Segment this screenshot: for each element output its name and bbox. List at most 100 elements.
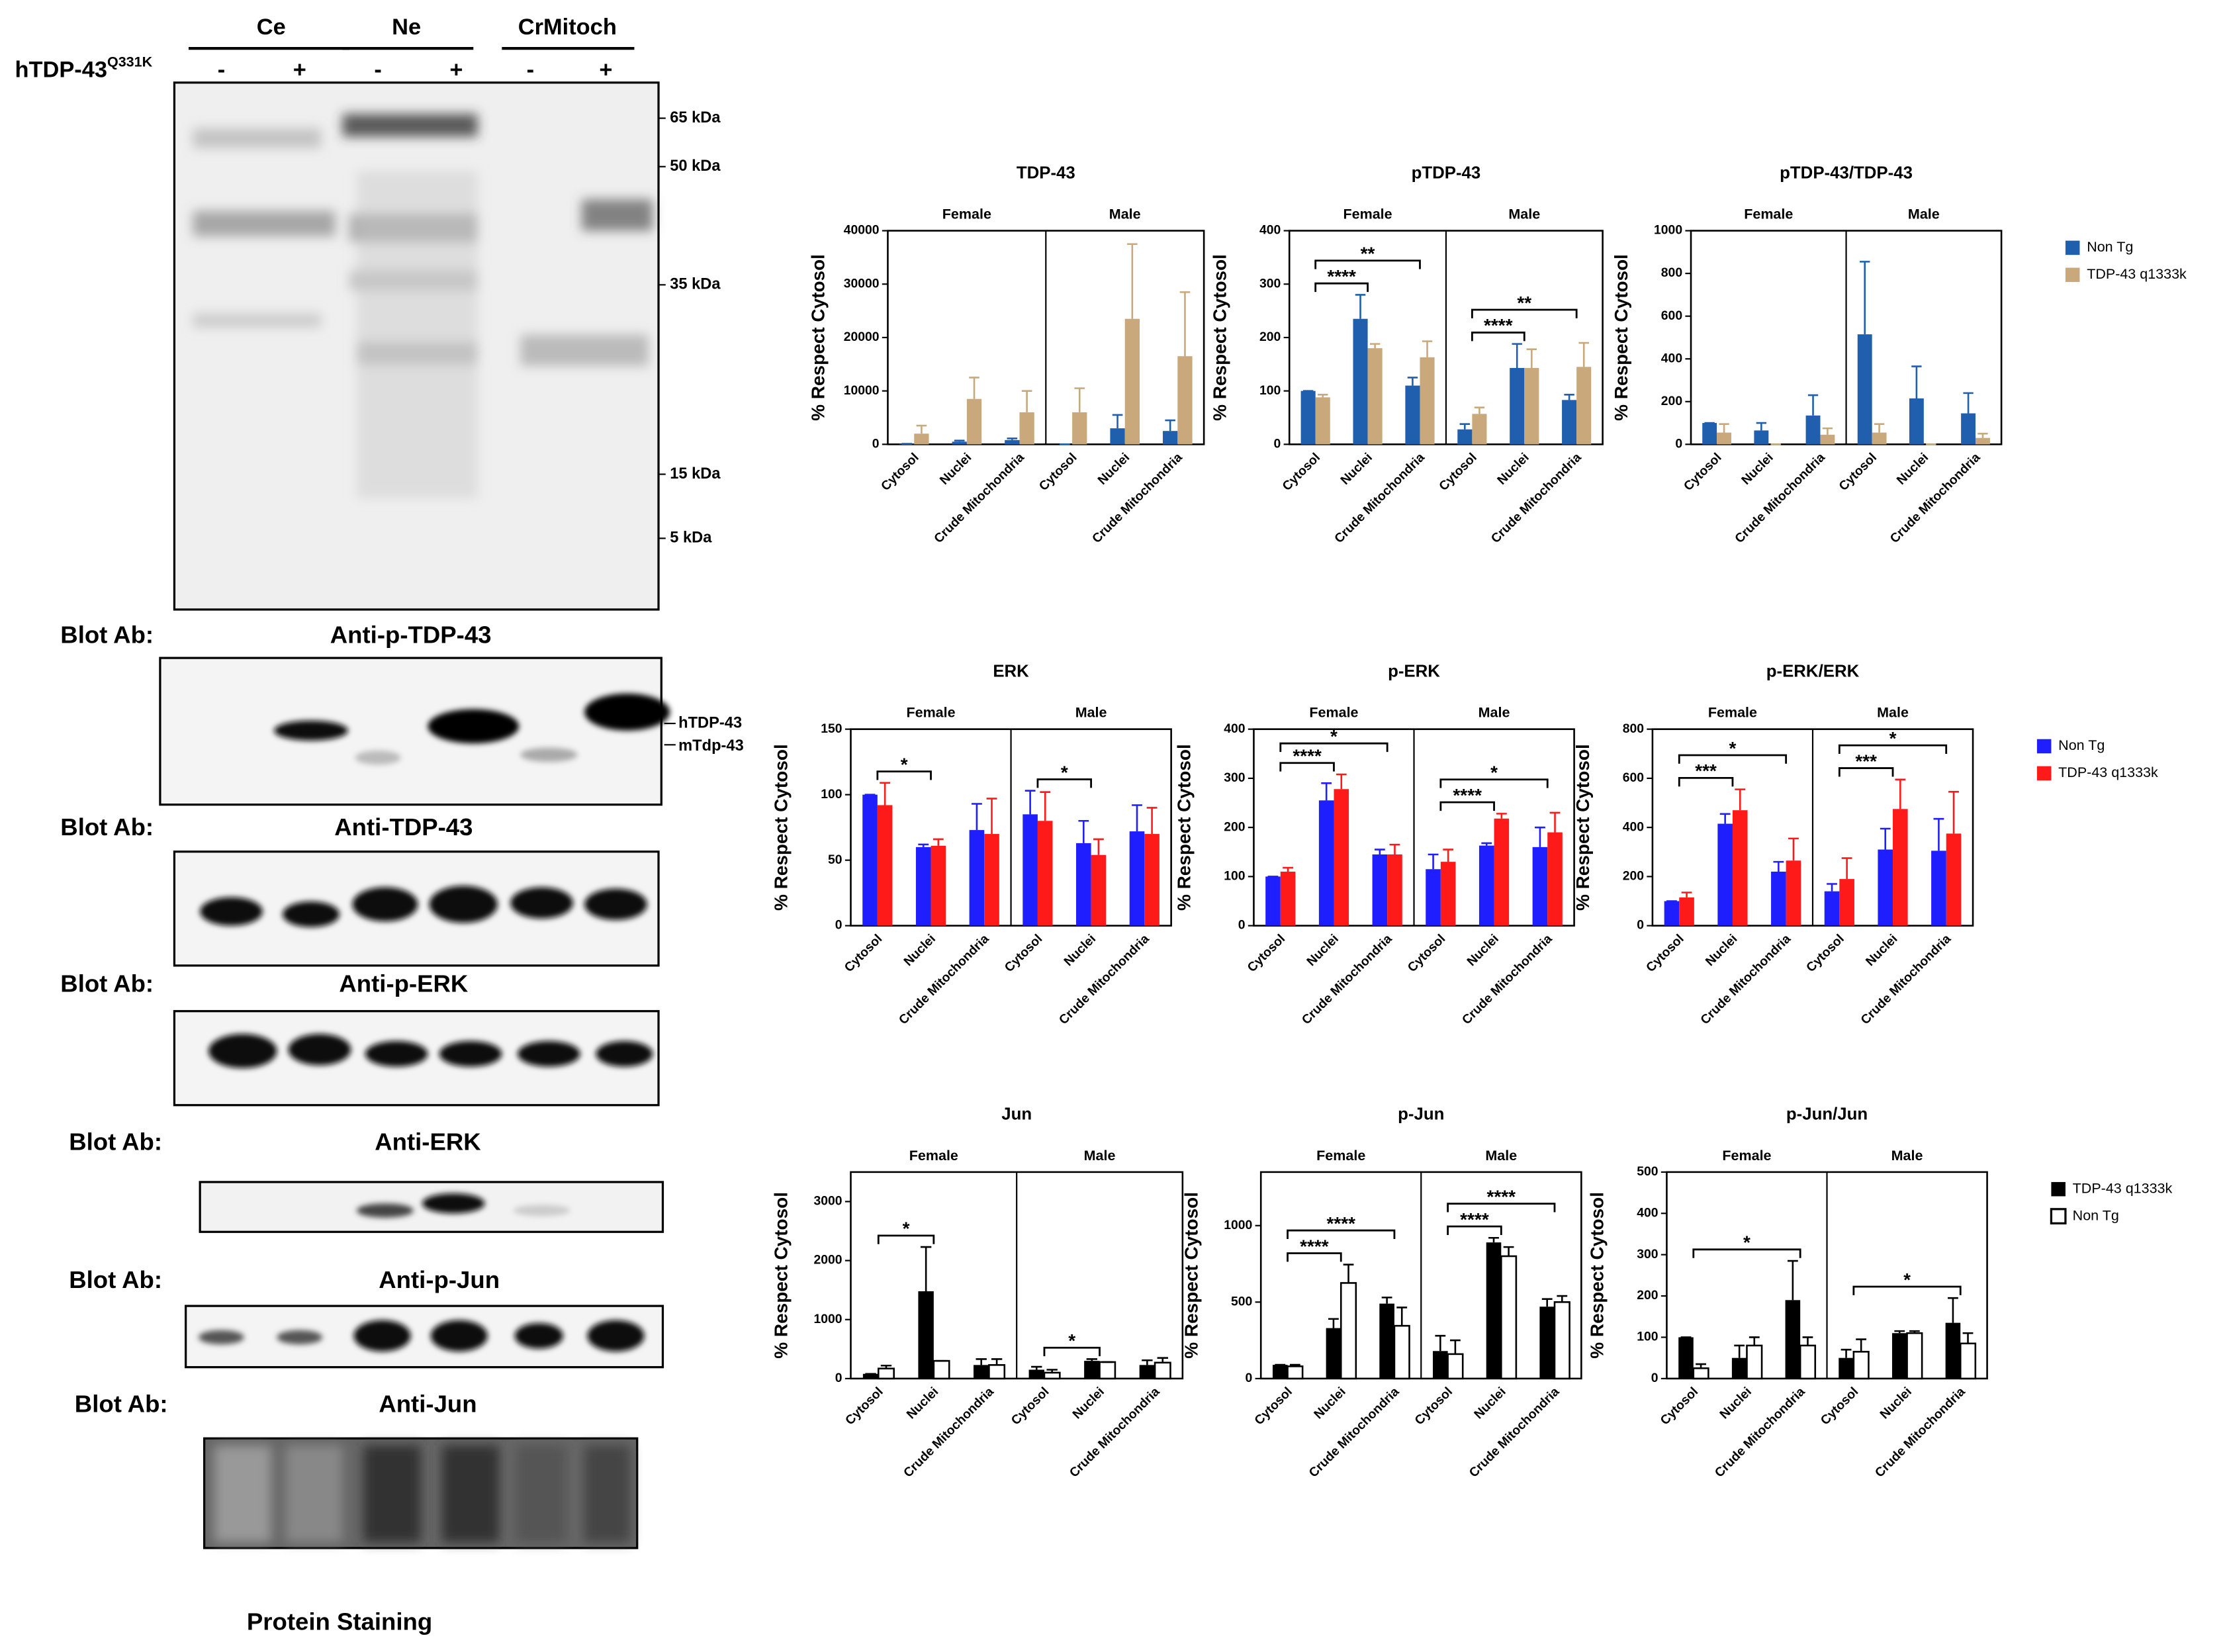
x-tick-label: Cytosol [1002, 931, 1046, 975]
bar [915, 847, 931, 926]
error-bar [1179, 291, 1191, 357]
x-tick-label: Nuclei [1703, 931, 1741, 969]
y-tick-label: 40000 [844, 223, 880, 238]
bar [1091, 854, 1107, 926]
error-bar [1895, 778, 1906, 809]
chart: Jun Female Male 0 1000 2000 3000 % Respect Cyto… [771, 1105, 1184, 1481]
y-tick-label: 800 [1623, 721, 1644, 736]
chart-title: p-Jun/Jun [1786, 1105, 1868, 1124]
y-tick-label: 10000 [844, 383, 880, 398]
marker-label: 15 kDa [670, 465, 721, 482]
bar [984, 834, 999, 926]
bar [1931, 850, 1946, 926]
x-tick-label: Nuclei [1739, 450, 1776, 488]
blot-antibody: Anti-Jun [379, 1390, 477, 1417]
group-label: Male [1478, 705, 1510, 721]
bar [1326, 1328, 1341, 1379]
y-tick-label: 0 [1246, 1371, 1253, 1385]
blot-image [159, 657, 662, 806]
bar [969, 830, 985, 926]
significance-label: **** [1327, 266, 1356, 287]
error-bar [1549, 811, 1561, 833]
error-bar [1719, 813, 1731, 824]
bar [1340, 1282, 1357, 1380]
y-tick-label: 500 [1231, 1294, 1252, 1308]
y-tick-label: 300 [1259, 276, 1281, 291]
blot-prefix: Blot Ab: [60, 813, 154, 841]
error-bar [880, 782, 891, 805]
bar [1023, 814, 1038, 926]
x-tick-label: Cytosol [1412, 1385, 1455, 1428]
group-label: Female [1722, 1148, 1771, 1164]
blot-prefix: Blot Ab: [69, 1128, 162, 1155]
y-tick-label: 0 [835, 918, 842, 933]
bar [1839, 879, 1854, 926]
error-bar [1443, 849, 1454, 862]
bar [1539, 1307, 1555, 1379]
chart-title: p-Jun [1398, 1105, 1444, 1124]
y-tick-label: 100 [1637, 1330, 1658, 1344]
group-label: Male [1109, 206, 1141, 222]
chart-title: p-ERK/ERK [1766, 662, 1860, 680]
error-bar [1802, 1336, 1813, 1346]
plot-frame [850, 728, 1172, 927]
x-tick-label: Crude Mitochondria [1712, 1385, 1808, 1481]
error-bar [1283, 866, 1293, 872]
error-bar [1787, 1260, 1798, 1301]
x-tick-label: Nuclei [1338, 450, 1375, 488]
bar [1353, 318, 1368, 445]
blot-prefix: Blot Ab: [75, 1390, 168, 1417]
bar [914, 434, 929, 445]
blot-prefix: Blot Ab: [60, 970, 154, 997]
significance-bracket [1471, 308, 1578, 318]
error-bar [1977, 432, 1988, 438]
bar [1510, 367, 1525, 445]
significance-bracket [1471, 332, 1525, 342]
bar [877, 1367, 895, 1380]
x-tick-label: Nuclei [901, 931, 938, 969]
error-bar [1381, 1297, 1392, 1304]
bar [1124, 318, 1140, 445]
error-bar [1535, 826, 1545, 847]
error-bar [1807, 394, 1819, 416]
significance-bracket [1678, 754, 1788, 764]
bar [1265, 876, 1281, 926]
error-bar [1132, 804, 1142, 832]
y-axis-label: % Respect Cytosol [1209, 254, 1230, 421]
error-bar [1788, 837, 1799, 861]
y-tick-label: 600 [1623, 770, 1644, 785]
x-tick-label: Nuclei [1311, 1385, 1349, 1422]
bar [974, 1365, 989, 1379]
significance-bracket [1838, 744, 1948, 755]
y-tick-label: 50 [828, 852, 842, 867]
error-bar [1557, 1295, 1568, 1303]
legend-swatch [2036, 766, 2052, 781]
bar [966, 398, 982, 445]
y-tick-label: 1000 [814, 1312, 842, 1326]
error-bar [1481, 842, 1492, 846]
error-bar [880, 1364, 892, 1369]
y-tick-label: 300 [1224, 770, 1245, 785]
bar [1692, 1367, 1709, 1380]
group-label: Female [1309, 705, 1358, 721]
marker-label: 65 kDa [670, 109, 721, 126]
bar [1945, 1322, 1961, 1379]
error-bar [1696, 1363, 1707, 1369]
chart: p-ERK/ERK Female Male 0 200 400 600 800 % Respec… [1572, 662, 2158, 1027]
error-bar [1317, 394, 1328, 398]
group-label: Male [1075, 705, 1107, 721]
x-tick-label: Cytosol [842, 1385, 886, 1428]
construct: hTDP-43 [15, 58, 107, 83]
error-bar [954, 439, 965, 442]
bar [1839, 1357, 1854, 1379]
blot-antibody: Anti-p-ERK [339, 970, 469, 997]
error-bar [1827, 883, 1837, 892]
sign: - [374, 58, 381, 83]
error-bar [1046, 1369, 1058, 1373]
bar [1872, 432, 1887, 445]
blot-antibody: Anti-TDP-43 [334, 813, 473, 841]
bar [1478, 845, 1494, 926]
significance-bracket [1314, 282, 1369, 293]
significance-bracket [1439, 778, 1549, 788]
